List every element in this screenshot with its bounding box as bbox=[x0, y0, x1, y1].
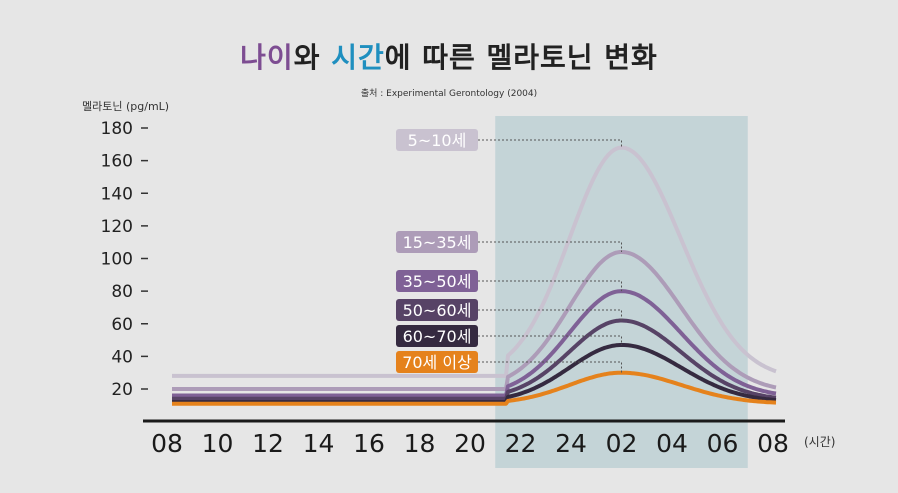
x-tick-label: 08 bbox=[757, 429, 789, 458]
series-label: 70세 이상 bbox=[402, 353, 472, 372]
x-tick-label: 14 bbox=[303, 429, 335, 458]
series-leader-line bbox=[478, 335, 622, 345]
x-axis-unit: (시간) bbox=[804, 435, 836, 449]
x-tick-label: 06 bbox=[707, 429, 739, 458]
series-label: 15~35세 bbox=[403, 233, 472, 252]
x-tick-label: 20 bbox=[454, 429, 486, 458]
y-tick-label: 180 bbox=[101, 119, 133, 139]
y-tick-label: 20 bbox=[111, 380, 133, 400]
source-note: 출처 : Experimental Gerontology (2004) bbox=[360, 89, 538, 99]
y-tick-label: 160 bbox=[101, 152, 133, 172]
y-tick-label: 140 bbox=[101, 184, 133, 204]
series-label: 60~70세 bbox=[403, 327, 472, 346]
title-age: 나이 bbox=[240, 41, 294, 74]
y-tick-label: 120 bbox=[101, 217, 133, 237]
x-tick-label: 24 bbox=[555, 429, 587, 458]
title-connector: 와 bbox=[293, 41, 332, 74]
series-label: 50~60세 bbox=[403, 301, 472, 320]
series-label-box bbox=[396, 351, 478, 373]
y-tick-label: 80 bbox=[111, 282, 133, 302]
series-line bbox=[172, 289, 777, 398]
x-tick-label: 16 bbox=[353, 429, 385, 458]
y-tick-label: 100 bbox=[101, 250, 133, 270]
series-label-box bbox=[396, 231, 478, 253]
series-label-box bbox=[396, 129, 478, 151]
y-tick-label: 40 bbox=[111, 347, 133, 367]
title-rest: 에 따른 멜라토닌 변화 bbox=[384, 41, 658, 74]
x-tick-label: 10 bbox=[202, 429, 234, 458]
series-leader-line bbox=[478, 139, 622, 148]
chart-title: 나이와 시간에 따른 멜라토닌 변화 bbox=[0, 36, 898, 76]
title-time: 시간 bbox=[331, 41, 385, 74]
series-line bbox=[172, 250, 777, 391]
x-tick-label: 04 bbox=[656, 429, 688, 458]
series-line bbox=[172, 370, 777, 406]
x-tick-label: 02 bbox=[606, 429, 638, 458]
series-label-box bbox=[396, 325, 478, 347]
series-label: 5~10세 bbox=[408, 131, 467, 150]
x-tick-label: 22 bbox=[505, 429, 537, 458]
x-tick-label: 18 bbox=[404, 429, 436, 458]
series-label-box bbox=[396, 270, 478, 292]
x-tick-label: 08 bbox=[151, 429, 183, 458]
series-label: 35~50세 bbox=[403, 272, 472, 291]
y-tick-label: 60 bbox=[111, 315, 133, 335]
x-tick-label: 12 bbox=[252, 429, 284, 458]
series-line bbox=[172, 318, 777, 401]
y-axis-label: 멜라토닌 (pg/mL) bbox=[82, 100, 170, 113]
series-line bbox=[172, 145, 777, 378]
series-label-box bbox=[396, 299, 478, 321]
